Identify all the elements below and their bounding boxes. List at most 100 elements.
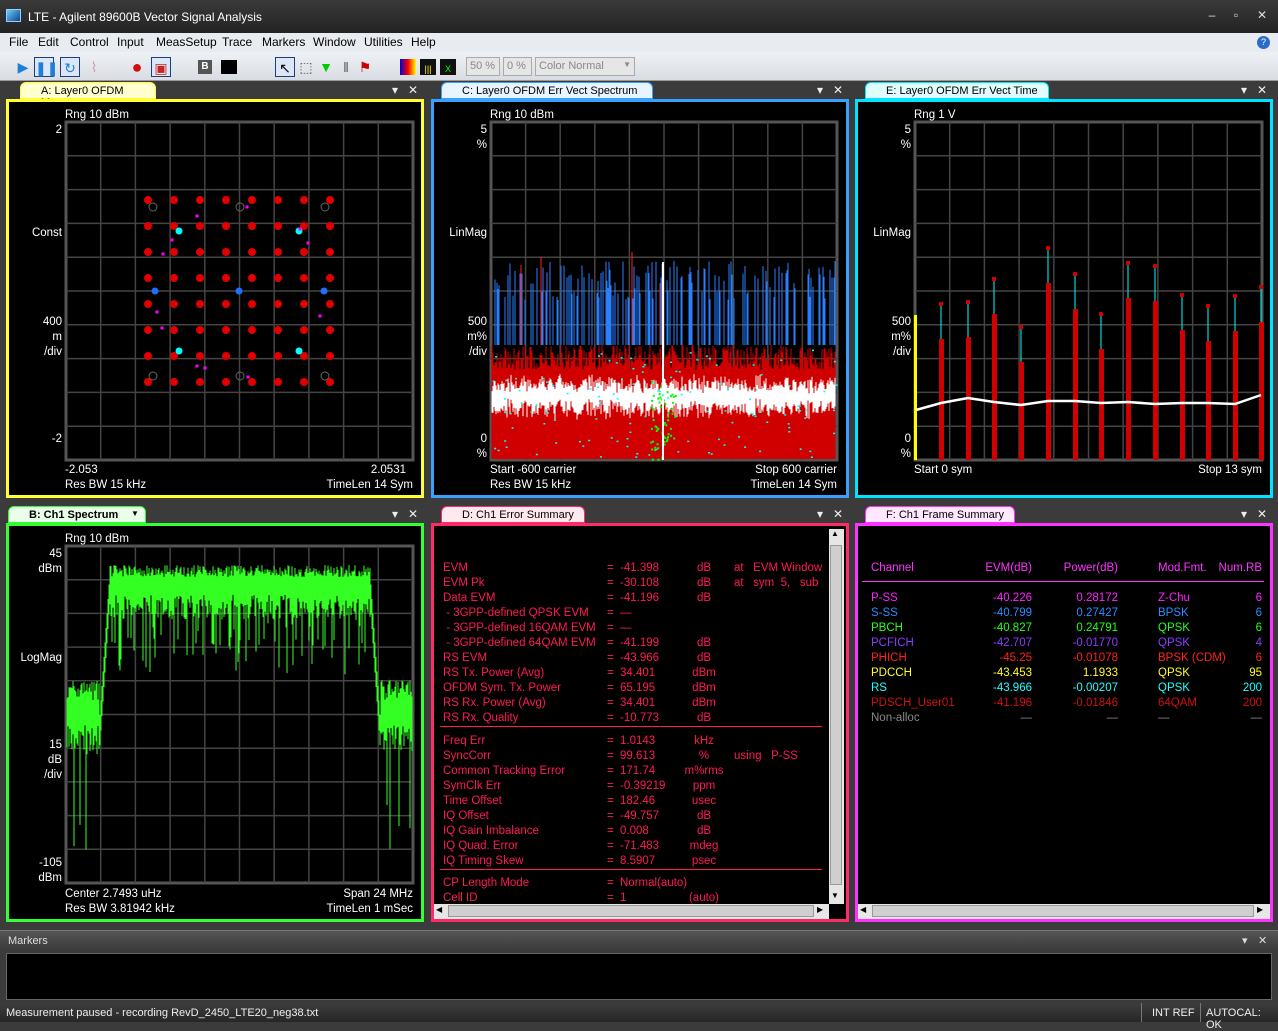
- panel-close-icon[interactable]: ✕: [833, 507, 844, 521]
- menu-utilities[interactable]: Utilities: [364, 35, 403, 49]
- tab-b[interactable]: B: Ch1 Spectrum ▼: [8, 506, 146, 523]
- column-header[interactable]: Channel: [871, 562, 914, 574]
- zoom-box[interactable]: 50 %: [466, 57, 500, 76]
- markers-table[interactable]: [6, 953, 1272, 1000]
- pointer-icon[interactable]: ↖: [275, 57, 295, 77]
- menu-window[interactable]: Window: [313, 35, 356, 49]
- constellation-point: [144, 222, 152, 230]
- equals-sign: =: [607, 652, 614, 664]
- equals-sign: =: [607, 682, 614, 694]
- scroll-left-icon[interactable]: ◀: [860, 905, 867, 914]
- menu-edit[interactable]: Edit: [38, 35, 59, 49]
- frame-rb: 6: [1255, 607, 1262, 619]
- error-label: - 3GPP-defined QPSK EVM: [443, 607, 589, 619]
- constellation-point: [248, 352, 256, 360]
- err-vect-time-plot: Rng 1 V 5 % LinMag 500 m% /div 0 % Start…: [873, 109, 1264, 476]
- tab-c[interactable]: C: Layer0 OFDM Err Vect Spectrum: [441, 82, 653, 99]
- panel-menu-icon[interactable]: ▾: [1241, 507, 1248, 521]
- panel-menu-icon[interactable]: ▾: [817, 507, 824, 521]
- menu-trace[interactable]: Trace: [222, 35, 253, 49]
- column-header[interactable]: Power(dB): [1063, 562, 1118, 574]
- scrollbar-thumb[interactable]: [830, 545, 842, 885]
- close-button[interactable]: ✕: [1256, 8, 1268, 22]
- panel-menu-icon[interactable]: ▾: [1241, 83, 1248, 97]
- menu-file[interactable]: File: [9, 35, 29, 49]
- time-length-label: TimeLen 1 mSec: [327, 903, 414, 915]
- column-header[interactable]: Num.RB: [1218, 562, 1262, 574]
- frame-evm: -40.799: [992, 607, 1032, 619]
- frame-channel: Non-alloc: [871, 712, 920, 724]
- window-title: LTE - Agilent 89600B Vector Signal Analy…: [28, 10, 262, 24]
- constellation-point: [248, 300, 256, 308]
- scroll-right-icon[interactable]: ▶: [817, 905, 824, 914]
- scale-unit: m%: [467, 331, 487, 343]
- equals-sign: =: [607, 622, 614, 634]
- playback-icon[interactable]: ▣: [151, 57, 171, 77]
- vertical-scrollbar[interactable]: ▲ ▼: [829, 529, 844, 904]
- menu-help[interactable]: Help: [411, 35, 436, 49]
- symbol-peak: [1019, 325, 1023, 329]
- help-icon[interactable]: ?: [1257, 36, 1270, 49]
- frame-evm: -40.226: [992, 592, 1032, 604]
- panel-menu-icon[interactable]: ▾: [817, 83, 824, 97]
- panel-menu-icon[interactable]: ▾: [1242, 935, 1248, 947]
- scroll-down-icon[interactable]: ▼: [831, 891, 839, 900]
- equals-sign: =: [607, 825, 614, 837]
- b-button[interactable]: B: [198, 60, 212, 74]
- tab-e[interactable]: E: Layer0 OFDM Err Vect Time: [865, 82, 1049, 99]
- symbol-bar: [1019, 362, 1024, 460]
- band-marker-icon[interactable]: ‖: [343, 59, 349, 75]
- horizontal-scrollbar[interactable]: ◀ ▶: [858, 904, 1270, 919]
- panel-close-icon[interactable]: ✕: [1257, 507, 1268, 521]
- spectrum-trace: [66, 565, 413, 850]
- frame-rb: 4: [1255, 637, 1262, 649]
- scrollbar-thumb[interactable]: [872, 905, 1254, 917]
- record-icon[interactable]: ●: [131, 57, 143, 77]
- zoom-select-icon[interactable]: ⬚: [299, 59, 313, 75]
- scroll-left-icon[interactable]: ◀: [436, 905, 443, 914]
- color-select[interactable]: Color Normal ▼: [535, 57, 635, 76]
- control-point: [170, 238, 174, 242]
- panel-menu-icon[interactable]: ▾: [392, 507, 399, 521]
- horizontal-scrollbar[interactable]: ◀ ▶: [434, 904, 829, 919]
- marker-icon[interactable]: ▼: [319, 59, 333, 75]
- y-bottom-unit: %: [477, 448, 487, 460]
- frame-mod: 64QAM: [1158, 697, 1197, 709]
- tab-d[interactable]: D: Ch1 Error Summary: [441, 506, 585, 523]
- play-icon[interactable]: ▶: [17, 59, 29, 75]
- panel-close-icon[interactable]: ✕: [833, 83, 844, 97]
- frame-mod: BPSK: [1158, 607, 1189, 619]
- eye-diagram-icon[interactable]: X: [440, 59, 456, 75]
- pause-icon[interactable]: ❚❚: [34, 57, 58, 77]
- maximize-button[interactable]: ▫: [1233, 8, 1239, 22]
- constellation-point: [300, 222, 308, 230]
- tab-f[interactable]: F: Ch1 Frame Summary: [865, 506, 1015, 523]
- menu-meassetup[interactable]: MeasSetup: [156, 35, 217, 49]
- scrollbar-thumb[interactable]: [448, 905, 814, 917]
- panel-close-icon[interactable]: ✕: [408, 507, 419, 521]
- scroll-up-icon[interactable]: ▲: [831, 529, 839, 538]
- panel-close-icon[interactable]: ✕: [1258, 935, 1268, 947]
- menu-input[interactable]: Input: [117, 35, 144, 49]
- flag-marker-icon[interactable]: ⚑: [358, 59, 372, 75]
- panel-menu-icon[interactable]: ▾: [392, 83, 399, 97]
- y-bottom-label: 0: [481, 433, 487, 445]
- continuous-icon[interactable]: ↻: [60, 57, 80, 77]
- minimize-button[interactable]: –: [1208, 8, 1216, 22]
- spectrogram-icon[interactable]: [400, 59, 416, 75]
- trace-icon[interactable]: |||: [420, 59, 436, 75]
- chevron-down-icon[interactable]: ▼: [131, 509, 139, 518]
- trigger-icon[interactable]: ⌇: [90, 59, 98, 75]
- int-ref-indicator: INT REF: [1152, 1007, 1195, 1019]
- panel-close-icon[interactable]: ✕: [408, 83, 419, 97]
- column-header[interactable]: EVM(dB): [985, 562, 1032, 574]
- scroll-right-icon[interactable]: ▶: [1257, 905, 1264, 914]
- panel-close-icon[interactable]: ✕: [1257, 83, 1268, 97]
- layout-icon[interactable]: [221, 60, 237, 74]
- err-vect-spectrum-plot: Rng 10 dBm 5 % LinMag 500 m% /div 0 % St…: [449, 109, 839, 491]
- menu-markers[interactable]: Markers: [262, 35, 306, 49]
- column-header[interactable]: Mod.Fmt.: [1158, 562, 1207, 574]
- error-label: IQ Gain Imbalance: [443, 825, 539, 837]
- offset-box[interactable]: 0 %: [503, 57, 532, 76]
- menu-control[interactable]: Control: [70, 35, 109, 49]
